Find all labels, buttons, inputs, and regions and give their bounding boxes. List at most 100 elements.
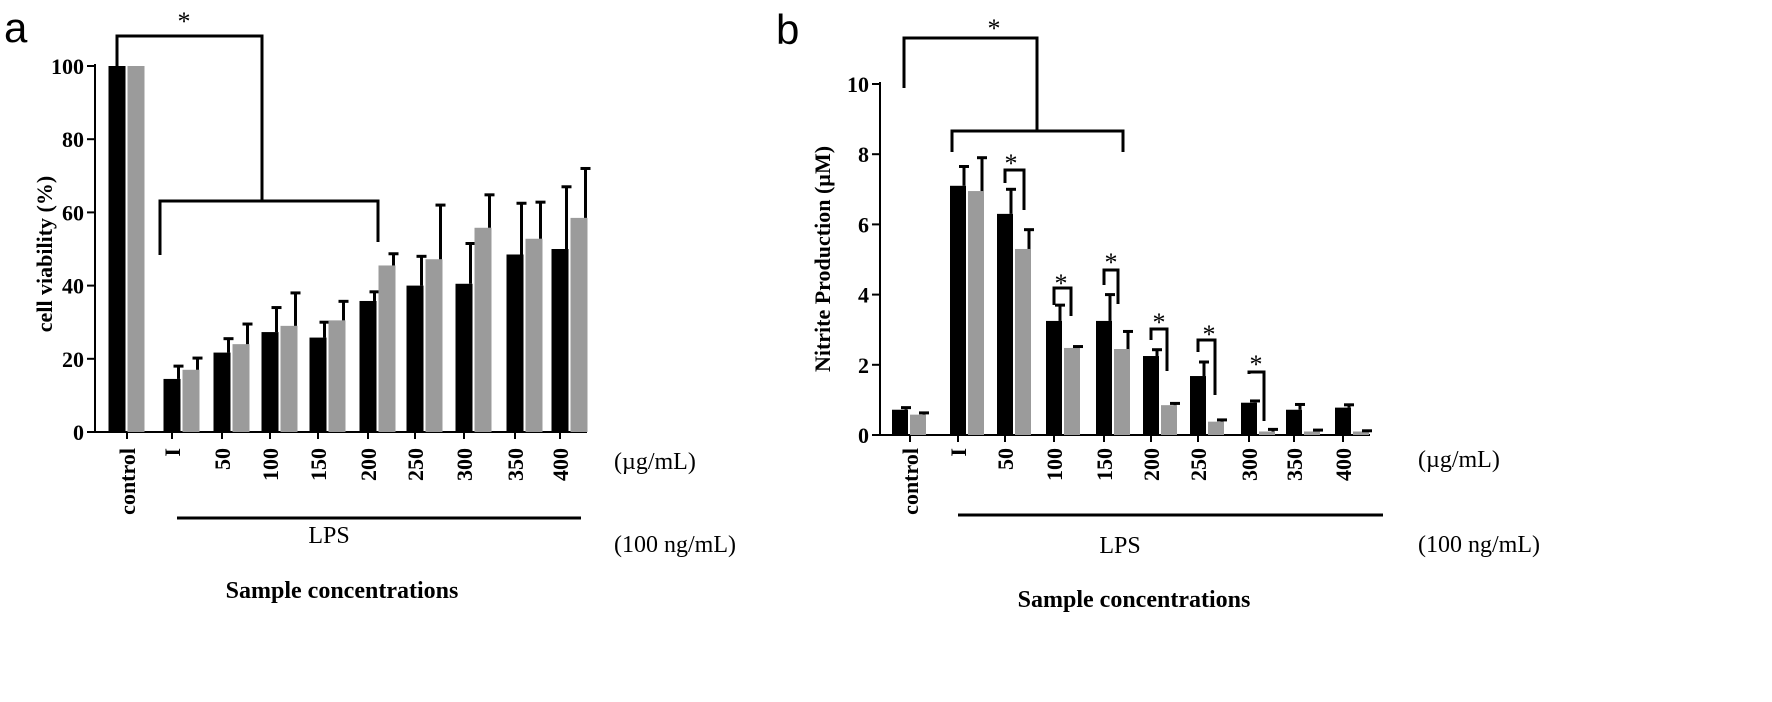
panel-a-letter: a	[4, 4, 28, 51]
bar	[525, 238, 543, 432]
significance-star: *	[988, 14, 1001, 43]
x-tick-label: 250	[403, 448, 428, 481]
significance-bracket	[1149, 327, 1169, 371]
y-tick-label: 20	[62, 347, 84, 372]
panel-a: a 0 20 40 60 80 100 control I 50 100 150 200 250 300 3…	[4, 4, 736, 604]
x-tick-label: 150	[306, 448, 331, 481]
bar	[570, 217, 588, 432]
y-tick-label: 6	[858, 212, 869, 237]
bar	[1353, 431, 1369, 435]
significance-bracket	[1102, 268, 1120, 304]
x-tick-label: 100	[258, 448, 283, 481]
x-tick-label: 350	[503, 448, 528, 481]
bar	[474, 227, 492, 432]
x-tick-label: 200	[1139, 448, 1164, 481]
panel-b-y-axis-label: Nitrite Production (µM)	[810, 146, 835, 372]
bar	[506, 254, 524, 432]
bar	[1046, 320, 1062, 435]
bar	[163, 378, 181, 432]
bar	[1304, 431, 1320, 435]
x-tick-label: 100	[1042, 448, 1067, 481]
bar	[182, 369, 200, 432]
x-tick-label: 400	[548, 448, 573, 481]
y-tick-label: 0	[73, 420, 84, 445]
x-tick-label: 250	[1186, 448, 1211, 481]
significance-star: *	[1203, 320, 1216, 349]
x-tick-label: 350	[1282, 448, 1307, 481]
bar	[328, 320, 346, 432]
y-tick-label: 80	[62, 127, 84, 152]
bar	[1190, 376, 1206, 435]
panel-b-treatment-label: LPS	[1099, 533, 1140, 559]
x-tick-label: 300	[452, 448, 477, 481]
x-tick-label: 50	[993, 448, 1018, 470]
bar	[1208, 421, 1224, 435]
y-tick-label: 60	[62, 200, 84, 225]
x-tick-label: 150	[1092, 448, 1117, 481]
bar	[1335, 407, 1351, 435]
x-tick-label: 200	[356, 448, 381, 481]
bar	[406, 285, 424, 432]
significance-bracket	[115, 34, 264, 201]
bar	[378, 265, 396, 432]
y-tick-label: 40	[62, 274, 84, 299]
significance-star: *	[1105, 248, 1118, 277]
bar	[425, 259, 443, 432]
significance-bracket	[1247, 370, 1266, 421]
panel-b: b 0 2 4 6 8 10 control I 50 100 150 200 250 300 350 400…	[776, 6, 1540, 613]
significance-star: *	[1055, 269, 1068, 298]
bar	[1286, 409, 1302, 435]
bar	[968, 191, 984, 435]
panel-a-x-axis-label: Sample concentrations	[226, 578, 459, 604]
y-tick-label: 2	[858, 353, 869, 378]
x-tick-label: 400	[1331, 448, 1356, 481]
panel-a-y-axis-label: cell viability (%)	[32, 176, 57, 332]
significance-star: *	[178, 7, 191, 36]
x-tick-label: I	[160, 448, 185, 457]
panel-a-unit-note: (µg/mL)	[614, 449, 696, 475]
y-tick-label: 0	[858, 423, 869, 448]
panel-b-marks: 0 2 4 6 8 10 control I 50 100 150 200 250 300 350 400 * *…	[847, 14, 1383, 517]
bar	[359, 300, 377, 432]
panel-b-unit-note: (µg/mL)	[1418, 447, 1500, 473]
bar	[232, 344, 250, 432]
x-tick-label: control	[115, 448, 140, 515]
significance-star: *	[1005, 149, 1018, 178]
bar	[910, 414, 926, 435]
y-tick-label: 100	[51, 54, 84, 79]
panel-a-treatment-label: LPS	[308, 523, 349, 549]
panel-b-x-axis-label: Sample concentrations	[1018, 587, 1251, 613]
bar	[1096, 320, 1112, 435]
significance-bracket	[158, 199, 380, 255]
significance-bracket	[1003, 168, 1026, 210]
bar	[1114, 349, 1130, 435]
significance-star: *	[1250, 350, 1263, 379]
bar	[213, 352, 231, 432]
bar	[1259, 431, 1275, 435]
bar	[1064, 347, 1080, 435]
significance-bracket	[1052, 286, 1073, 316]
bar	[1015, 248, 1031, 435]
bar	[455, 283, 473, 432]
y-tick-label: 4	[858, 283, 869, 308]
bar	[309, 337, 327, 432]
x-tick-label: I	[946, 448, 971, 457]
y-tick-label: 8	[858, 142, 869, 167]
panel-a-marks: 0 20 40 60 80 100 control I 50 100 150 200 250 300 350…	[51, 7, 591, 520]
bar	[127, 66, 145, 432]
significance-bracket	[950, 129, 1125, 152]
panel-a-treatment-note: (100 ng/mL)	[614, 532, 736, 558]
bar	[280, 325, 298, 432]
panel-b-letter: b	[776, 6, 799, 53]
x-tick-label: 50	[210, 448, 235, 470]
significance-star: *	[1153, 308, 1166, 337]
x-tick-label: 300	[1237, 448, 1262, 481]
bar	[950, 185, 966, 435]
panel-b-treatment-note: (100 ng/mL)	[1418, 532, 1540, 558]
bar	[551, 249, 569, 432]
x-tick-label: control	[898, 448, 923, 515]
y-tick-label: 10	[847, 72, 869, 97]
significance-bracket	[1196, 338, 1217, 395]
significance-bracket	[902, 36, 1039, 131]
